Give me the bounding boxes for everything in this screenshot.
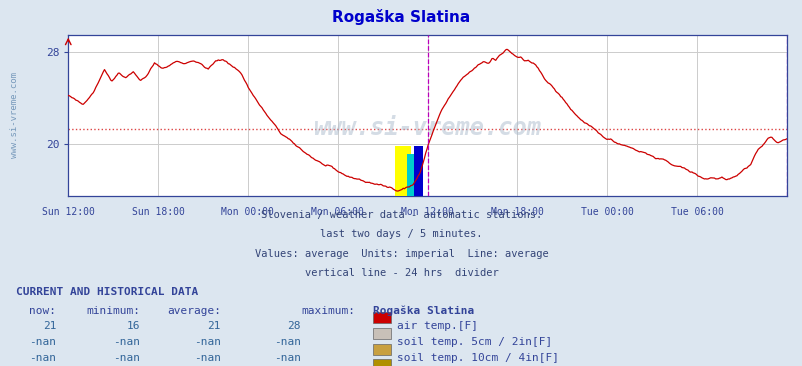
Text: Mon 12:00: Mon 12:00 xyxy=(401,207,453,217)
Text: vertical line - 24 hrs  divider: vertical line - 24 hrs divider xyxy=(304,268,498,277)
Text: minimum:: minimum: xyxy=(87,306,140,315)
Text: Tue 00:00: Tue 00:00 xyxy=(580,207,633,217)
Bar xyxy=(407,154,417,196)
Text: 21: 21 xyxy=(207,321,221,331)
Text: -nan: -nan xyxy=(193,353,221,363)
Text: Rogaška Slatina: Rogaška Slatina xyxy=(373,306,474,316)
Text: Sun 18:00: Sun 18:00 xyxy=(132,207,184,217)
Text: air temp.[F]: air temp.[F] xyxy=(397,321,478,331)
Text: www.si-vreme.com: www.si-vreme.com xyxy=(314,116,541,140)
Bar xyxy=(413,146,422,196)
Text: Slovenia / weather data - automatic stations.: Slovenia / weather data - automatic stat… xyxy=(261,210,541,220)
Text: average:: average: xyxy=(167,306,221,315)
Text: Tue 06:00: Tue 06:00 xyxy=(670,207,723,217)
Text: now:: now: xyxy=(29,306,56,315)
Text: Sun 12:00: Sun 12:00 xyxy=(42,207,95,217)
Text: Values: average  Units: imperial  Line: average: Values: average Units: imperial Line: av… xyxy=(254,249,548,258)
Text: soil temp. 5cm / 2in[F]: soil temp. 5cm / 2in[F] xyxy=(397,337,552,347)
Text: -nan: -nan xyxy=(29,337,56,347)
Text: Mon 00:00: Mon 00:00 xyxy=(221,207,274,217)
Text: CURRENT AND HISTORICAL DATA: CURRENT AND HISTORICAL DATA xyxy=(16,287,198,297)
Bar xyxy=(395,146,411,196)
Text: last two days / 5 minutes.: last two days / 5 minutes. xyxy=(320,229,482,239)
Text: -nan: -nan xyxy=(113,337,140,347)
Text: 21: 21 xyxy=(43,321,56,331)
Text: -nan: -nan xyxy=(273,337,301,347)
Text: -nan: -nan xyxy=(273,353,301,363)
Text: Mon 18:00: Mon 18:00 xyxy=(490,207,543,217)
Text: maximum:: maximum: xyxy=(301,306,354,315)
Text: www.si-vreme.com: www.si-vreme.com xyxy=(10,72,19,158)
Text: soil temp. 10cm / 4in[F]: soil temp. 10cm / 4in[F] xyxy=(397,353,559,363)
Text: Mon 06:00: Mon 06:00 xyxy=(311,207,364,217)
Text: Rogaška Slatina: Rogaška Slatina xyxy=(332,9,470,25)
Text: -nan: -nan xyxy=(193,337,221,347)
Text: -nan: -nan xyxy=(29,353,56,363)
Text: -nan: -nan xyxy=(113,353,140,363)
Text: 28: 28 xyxy=(287,321,301,331)
Text: 16: 16 xyxy=(127,321,140,331)
